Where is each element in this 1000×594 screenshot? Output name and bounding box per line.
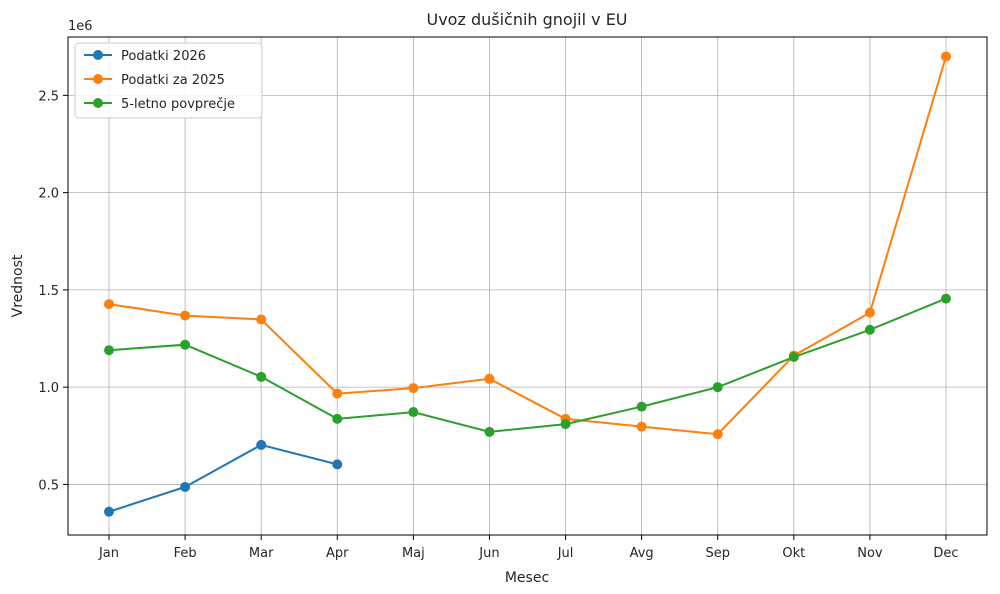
legend-marker	[93, 98, 103, 108]
y-tick-label: 1.5	[38, 284, 59, 299]
data-point	[256, 371, 267, 382]
x-tick-label: Maj	[402, 546, 425, 561]
series-line	[108, 56, 947, 436]
data-point	[408, 407, 419, 418]
x-tick-label: Sep	[705, 546, 730, 561]
y-offset-label: 1e6	[68, 19, 93, 34]
x-tick-label: Mar	[249, 546, 274, 561]
legend-box	[74, 42, 263, 119]
data-point	[180, 339, 191, 350]
legend-marker	[93, 50, 103, 60]
y-tick-label: 0.5	[38, 478, 59, 493]
data-point	[408, 383, 419, 394]
data-point	[256, 439, 267, 450]
x-tick-label: Jul	[557, 546, 574, 561]
data-point	[712, 382, 723, 393]
data-point	[712, 429, 723, 440]
data-point	[560, 419, 571, 430]
plot-area	[68, 37, 987, 535]
y-axis-title: Vrednost	[10, 254, 26, 317]
data-point	[636, 401, 647, 412]
y-tick-label: 2.5	[38, 89, 59, 104]
data-point	[788, 352, 799, 363]
legend: Podatki 2026 Podatki za 2025 5-letno povpr…	[74, 42, 263, 119]
legend-marker	[93, 74, 103, 84]
data-point	[180, 481, 191, 492]
series-3	[104, 293, 951, 437]
data-point	[636, 421, 647, 432]
data-point	[484, 373, 495, 384]
chart-title: Uvoz dušičnih gnojil v EU	[426, 10, 627, 29]
data-point	[864, 324, 875, 335]
legend-item: Podatki 2026	[84, 49, 206, 64]
legend-item: 5-letno povprečje	[84, 97, 235, 112]
x-axis: Jan Feb Mar Apr Maj Jun Jul Avg Sep Okt Nov Dec	[98, 535, 959, 561]
data-point	[104, 345, 114, 356]
data-point	[941, 293, 951, 304]
plot-frame	[67, 36, 988, 536]
data-point	[256, 314, 267, 325]
x-tick-label: Dec	[933, 546, 958, 561]
data-point	[484, 426, 495, 437]
x-tick-label: Nov	[857, 546, 883, 561]
data-point	[180, 310, 191, 321]
y-axis: 0.5 1.0 1.5 2.0 2.5	[38, 89, 68, 493]
x-tick-label: Okt	[782, 546, 805, 561]
legend-item: Podatki za 2025	[84, 73, 225, 88]
grid	[68, 37, 987, 535]
legend-label: 5-letno povprečje	[121, 97, 235, 112]
x-tick-label: Jan	[98, 546, 119, 561]
legend-label: Podatki za 2025	[121, 73, 225, 88]
x-tick-label: Apr	[326, 546, 349, 561]
legend-label: Podatki 2026	[121, 49, 206, 64]
data-point	[104, 299, 114, 310]
data-point	[941, 51, 951, 62]
data-point	[864, 307, 875, 318]
data-point	[332, 413, 343, 424]
y-tick-label: 2.0	[38, 187, 59, 202]
x-axis-title: Mesec	[505, 570, 549, 586]
data-point	[104, 506, 114, 517]
series-1	[104, 439, 343, 517]
x-tick-label: Avg	[630, 546, 654, 561]
x-tick-label: Jun	[478, 546, 499, 561]
x-tick-label: Feb	[174, 546, 197, 561]
data-point	[332, 388, 343, 399]
series-line	[108, 297, 947, 433]
y-tick-label: 1.0	[38, 381, 59, 396]
series-layer	[104, 51, 951, 517]
data-point	[332, 459, 343, 470]
series-line	[108, 443, 338, 513]
